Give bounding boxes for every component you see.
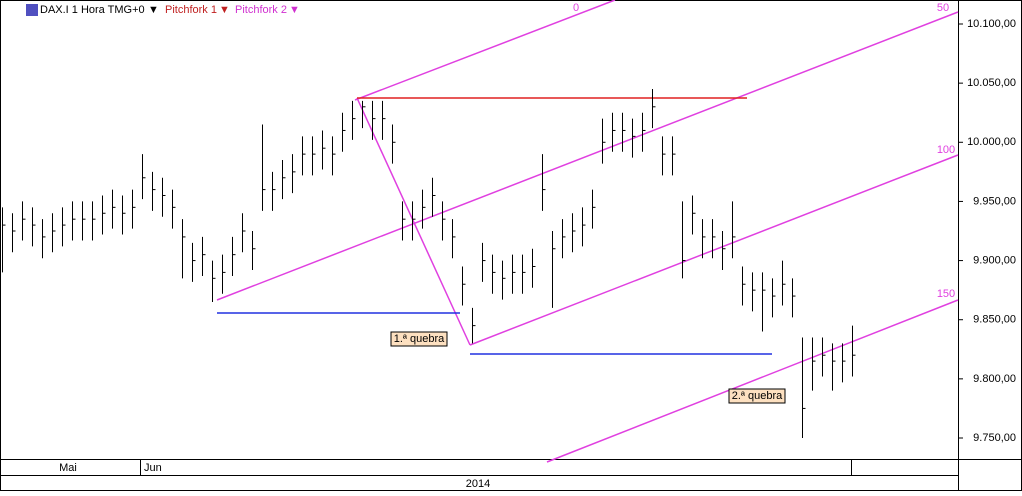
y-tick-label: 9.950,00 (973, 195, 1016, 207)
symbol-icon (26, 4, 38, 16)
pitchfork-line (546, 299, 959, 463)
tool[interactable]: Pitchfork 2 (235, 4, 287, 16)
annotation: 2.ª quebra (732, 390, 783, 402)
y-tick-label: 9.800,00 (973, 373, 1016, 385)
dropdown-arrow[interactable]: ▼ (148, 4, 159, 16)
fork-level: 0 (573, 2, 579, 14)
pitchfork-line (469, 154, 959, 346)
label-box (728, 388, 786, 404)
pitchfork-line (216, 11, 959, 301)
fork-level: 50 (937, 2, 949, 14)
fork-level: 100 (937, 144, 955, 156)
label-box (390, 331, 448, 347)
dropdown-arrow[interactable]: ▼ (289, 4, 300, 16)
symbol[interactable]: DAX.I 1 Hora TMG+0 (40, 4, 145, 16)
y-tick-label: 10.000,00 (967, 136, 1016, 148)
x-tick-label: Jun (144, 462, 162, 474)
pitchfork-line (354, 0, 616, 101)
x-tick-label: Mai (59, 462, 77, 474)
annotation: 1.ª quebra (394, 333, 445, 345)
pitchfork-line (356, 97, 471, 346)
y-tick-label: 9.750,00 (973, 432, 1016, 444)
y-tick-label: 9.900,00 (973, 254, 1016, 266)
fork-level: 150 (937, 288, 955, 300)
bars (2, 89, 856, 438)
y-tick-label: 10.050,00 (967, 77, 1016, 89)
y-tick-label: 9.850,00 (973, 314, 1016, 326)
dropdown-arrow[interactable]: ▼ (219, 4, 230, 16)
pitchfork (216, 0, 959, 463)
year-label: 2014 (466, 478, 490, 490)
y-tick-label: 10.100,00 (967, 18, 1016, 30)
tool[interactable]: Pitchfork 1 (165, 4, 217, 16)
